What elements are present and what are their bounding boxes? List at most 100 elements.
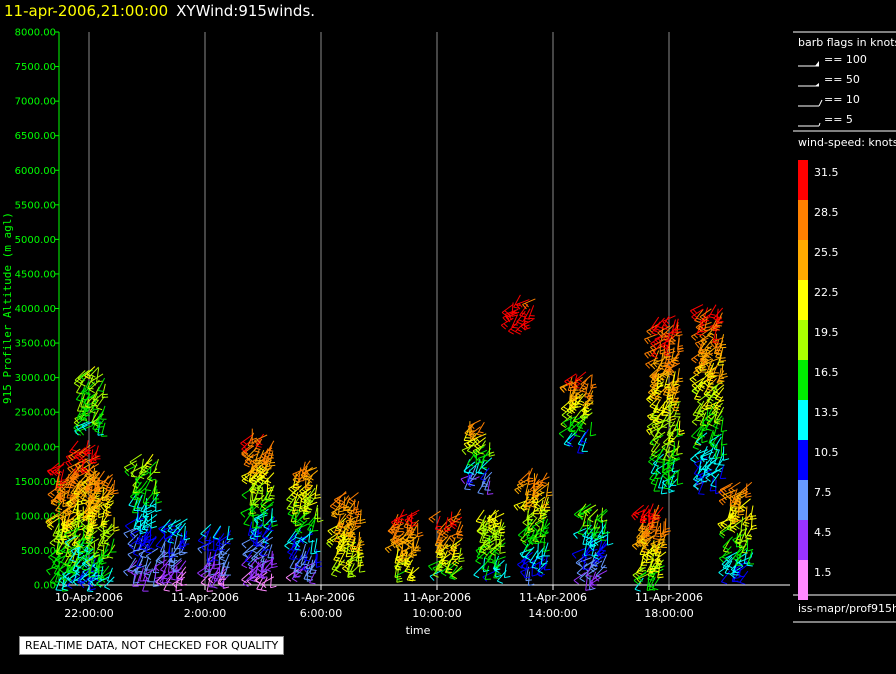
wind-barb (267, 444, 274, 459)
wind-barb (123, 460, 137, 472)
speed-legend-bin: 7.5 (798, 480, 832, 520)
wind-barb (150, 514, 157, 529)
wind-barb (143, 526, 150, 541)
wind-barb (80, 551, 95, 563)
wind-barb (206, 536, 214, 551)
wind-barb (526, 467, 534, 482)
wind-barb (347, 492, 359, 505)
wind-barb (253, 546, 265, 560)
wind-barb (536, 483, 549, 497)
wind-barb (654, 464, 662, 480)
wind-barb (492, 555, 500, 570)
wind-barb (127, 560, 138, 574)
wind-barb (662, 315, 676, 327)
wind-barb (746, 537, 754, 552)
wind-barb (74, 447, 86, 460)
wind-barb (518, 472, 530, 486)
wind-barb (584, 383, 591, 398)
wind-barb (144, 476, 153, 492)
wind-barb (146, 461, 157, 475)
wind-barb (306, 470, 319, 483)
wind-barb (74, 370, 86, 384)
wind-barb (574, 371, 587, 385)
wind-barb (563, 432, 573, 447)
wind-barb (558, 425, 572, 438)
wind-barb (168, 526, 183, 537)
wind-barb (162, 543, 169, 558)
wind-barb (303, 505, 310, 520)
wind-barb (98, 489, 108, 504)
wind-barb (653, 504, 660, 519)
y-tick-label: 3000.00 (15, 373, 56, 384)
y-tick-label: 4000.00 (15, 304, 56, 315)
wind-barb (223, 553, 230, 568)
wind-barb (446, 562, 457, 576)
speed-legend-label: 4.5 (814, 526, 832, 539)
speed-legend-label: 25.5 (814, 246, 839, 259)
wind-barb (577, 521, 587, 536)
wind-barb (93, 542, 100, 558)
wind-barb (64, 535, 78, 547)
wind-barb (397, 509, 405, 524)
wind-barb (219, 540, 231, 554)
wind-barb (337, 513, 347, 528)
wind-barb (701, 445, 708, 461)
wind-barb (632, 567, 645, 580)
wind-barb (101, 383, 109, 399)
wind-barb (81, 476, 95, 488)
wind-barb (714, 444, 722, 459)
wind-barb (47, 462, 60, 476)
wind-barb (653, 399, 661, 414)
wind-barb (580, 374, 592, 388)
wind-barb (348, 525, 362, 538)
wind-barb (719, 334, 727, 349)
wind-barb (259, 542, 268, 557)
wind-barb (77, 534, 90, 547)
wind-barb (505, 311, 520, 323)
wind-barb (661, 315, 670, 330)
wind-barb (713, 421, 721, 437)
wind-barb (145, 548, 159, 561)
barb-legend-label: == 10 (824, 93, 860, 106)
wind-barb (674, 416, 681, 431)
wind-barb (76, 380, 84, 395)
wind-barb (224, 561, 231, 576)
speed-legend-swatch (798, 520, 808, 560)
wind-barb (718, 494, 732, 506)
wind-barb (537, 543, 544, 558)
wind-barb (59, 561, 72, 574)
wind-barb (139, 534, 152, 547)
wind-barb (647, 503, 655, 518)
wind-barb (160, 519, 171, 533)
wind-barb (242, 544, 254, 558)
wind-barb (648, 453, 661, 466)
wind-barb (161, 525, 175, 536)
speed-legend-swatch (798, 440, 808, 480)
wind-barb (660, 413, 668, 429)
wind-barb (148, 535, 157, 550)
wind-barb (745, 483, 752, 498)
wind-barb (155, 534, 166, 549)
wind-barb (302, 485, 314, 499)
speed-legend-bin: 28.5 (798, 200, 839, 240)
y-tick-label: 6000.00 (15, 166, 56, 177)
speed-legend-label: 31.5 (814, 166, 839, 179)
wind-barb (80, 385, 88, 401)
wind-barbs (45, 294, 758, 592)
wind-barb (135, 530, 143, 545)
wind-barb (45, 515, 59, 527)
wind-barb (719, 482, 733, 495)
wind-barb (91, 498, 100, 513)
wind-barb (715, 479, 722, 495)
wind-barb (662, 446, 671, 462)
wind-barb (46, 513, 59, 526)
wind-barb (268, 485, 275, 500)
wind-barb (710, 473, 720, 488)
wind-barb (650, 434, 664, 447)
wind-barb (50, 545, 62, 559)
wind-barb (676, 368, 684, 383)
wind-barb (477, 440, 486, 455)
wind-barb (145, 514, 158, 527)
wind-barb (182, 530, 190, 545)
wind-barb (101, 530, 109, 545)
